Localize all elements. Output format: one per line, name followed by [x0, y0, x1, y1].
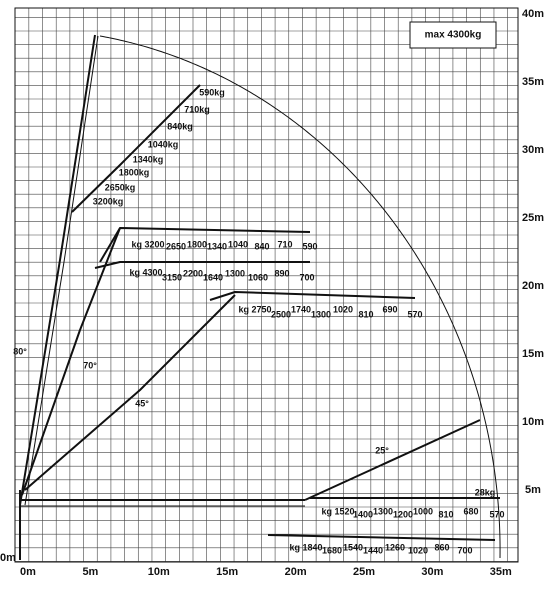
grid — [14, 7, 519, 563]
jib-80 — [71, 84, 201, 213]
max-box — [409, 21, 497, 49]
x-axis-label: 5m — [82, 566, 98, 578]
y-axis-label: 20m — [522, 280, 544, 292]
load-label: kg 4300 — [129, 267, 162, 277]
x-axis-label: 0m — [20, 566, 36, 578]
load-label: 1440 — [363, 545, 383, 555]
labels: 0m 5m 10m 15m 20m 25m 30m 35m 0m 5m 10m 15m 20m 25m 30… — [0, 8, 544, 578]
x-axis-label: 10m — [148, 566, 170, 578]
load-label: 1680 — [322, 545, 342, 555]
jib-70-b — [94, 261, 310, 269]
load-label: 1040kg — [148, 139, 179, 149]
y-axis-label: 40m — [522, 8, 544, 20]
jib-low — [267, 534, 496, 541]
load-label: 810 — [358, 309, 373, 319]
load-label: 1040 — [228, 239, 248, 249]
load-label: 1260 — [385, 542, 405, 552]
load-label: 2650 — [166, 241, 186, 251]
y-axis-label: 35m — [522, 76, 544, 88]
load-label: 590kg — [199, 87, 225, 97]
boom-80 — [19, 34, 96, 506]
load-label: kg 3200 — [131, 239, 164, 249]
load-label: 1640 — [203, 272, 223, 282]
load-label: 1340kg — [133, 154, 164, 164]
y-axis-label: 5m — [525, 484, 541, 496]
x-axis-label: 30m — [421, 566, 443, 578]
load-label: 710kg — [184, 104, 210, 114]
load-label: 690 — [382, 304, 397, 314]
load-label: 710 — [277, 239, 292, 249]
angle-label: 45° — [135, 398, 149, 408]
load-label: 1800kg — [119, 167, 150, 177]
boom-45 — [24, 294, 236, 491]
load-label: 840kg — [167, 121, 193, 131]
range-arc — [99, 35, 501, 559]
load-label: 1400 — [353, 509, 373, 519]
angle-label: 70° — [83, 360, 97, 370]
jib-45 — [209, 291, 416, 301]
load-label: 1540 — [343, 542, 363, 552]
load-label: kg 2750 — [238, 304, 271, 314]
load-label: 2650kg — [105, 182, 136, 192]
load-label: 680 — [463, 506, 478, 516]
y-axis-label: 25m — [522, 212, 544, 224]
load-label: 1300 — [225, 268, 245, 278]
load-label: kg 1840 — [289, 542, 322, 552]
load-label: 1060 — [248, 272, 268, 282]
load-label: 1740 — [291, 304, 311, 314]
y-axis-label: 15m — [522, 348, 544, 360]
boom-80-edge — [24, 35, 99, 506]
x-axis-label: 35m — [490, 566, 512, 578]
grid-border — [14, 7, 519, 563]
load-label: 1020 — [408, 545, 428, 555]
load-label: 840 — [254, 241, 269, 251]
load-label: 1800 — [187, 239, 207, 249]
load-label: 570 — [407, 309, 422, 319]
max-label: max 4300kg — [425, 30, 482, 41]
load-label: 1300 — [373, 506, 393, 516]
load-label: 570 — [489, 509, 504, 519]
y-axis-label: 30m — [522, 144, 544, 156]
load-label: 3150 — [162, 272, 182, 282]
load-label: kg 1520 — [321, 506, 354, 516]
load-label: 1000 — [413, 506, 433, 516]
angle-label: 80° — [13, 346, 27, 356]
x-axis-label: 20m — [285, 566, 307, 578]
load-label: 1020 — [333, 304, 353, 314]
load-label: 28kg — [475, 487, 496, 497]
load-label: 810 — [438, 509, 453, 519]
load-label: 3200kg — [93, 196, 124, 206]
load-label: 2500 — [271, 309, 291, 319]
boom-70 — [21, 227, 121, 496]
load-label: 860 — [434, 542, 449, 552]
load-label: 1300 — [311, 309, 331, 319]
load-label: 590 — [302, 241, 317, 251]
load-label: 1200 — [393, 509, 413, 519]
y-axis-label: 10m — [522, 416, 544, 428]
load-label: 890 — [274, 268, 289, 278]
load-label: 700 — [299, 272, 314, 282]
jib-25 — [304, 419, 481, 501]
load-label: 700 — [457, 545, 472, 555]
x-axis-label: 15m — [216, 566, 238, 578]
jib-70-a — [99, 227, 311, 263]
x-axis-label: 25m — [353, 566, 375, 578]
load-label: 2200 — [183, 268, 203, 278]
y-axis-label: 0m — [0, 552, 16, 564]
load-label: 1340 — [207, 241, 227, 251]
angle-label: 25° — [375, 445, 389, 455]
